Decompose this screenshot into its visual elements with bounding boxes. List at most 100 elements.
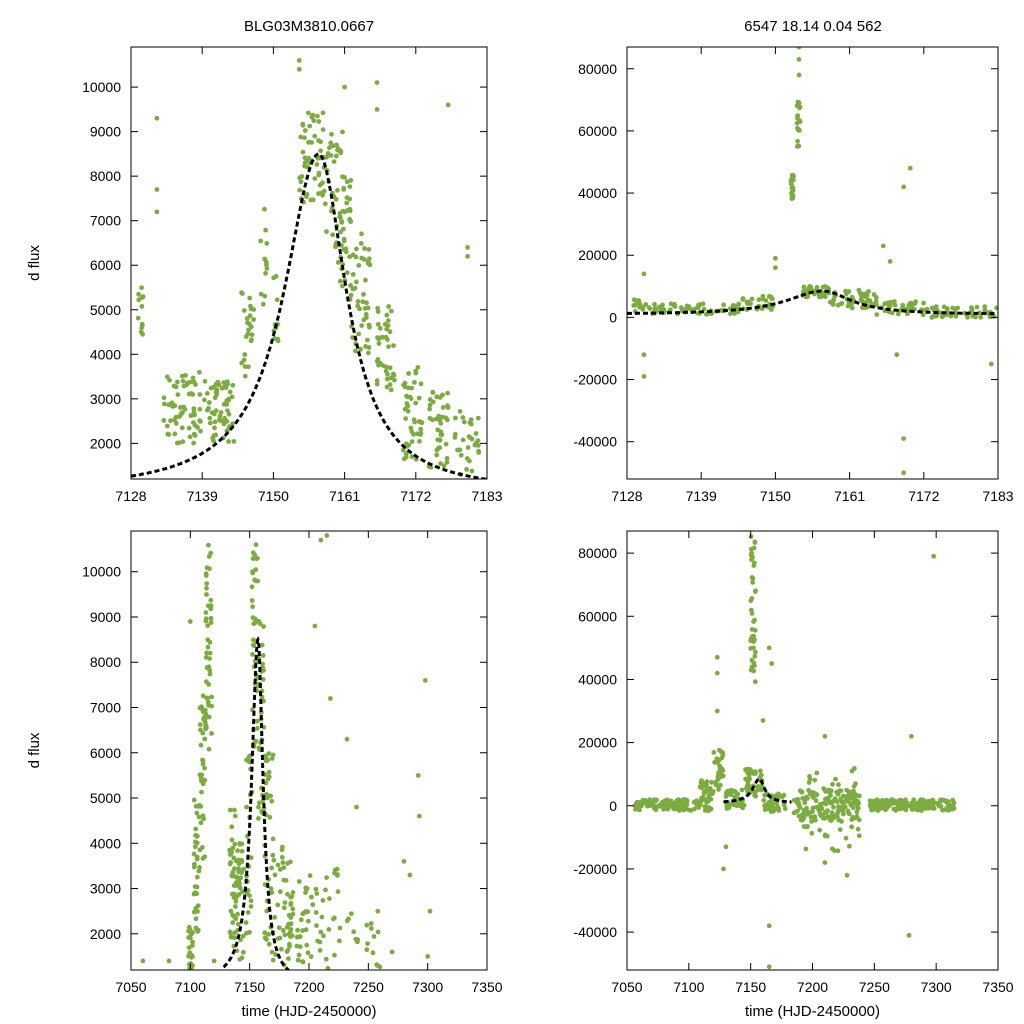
data-point — [310, 112, 316, 118]
data-point — [316, 119, 322, 124]
data-point — [893, 808, 899, 813]
x-tick-label: 7183 — [982, 488, 1013, 504]
data-point — [197, 865, 202, 870]
data-point — [974, 304, 980, 310]
data-point — [317, 948, 323, 953]
data-point — [818, 804, 824, 809]
data-point — [192, 884, 198, 890]
data-point — [672, 301, 677, 307]
data-point — [237, 881, 242, 886]
data-point — [247, 313, 253, 319]
data-point — [427, 406, 432, 412]
data-point — [749, 611, 755, 616]
data-point — [413, 400, 419, 406]
y-tick-label: 6000 — [90, 257, 121, 273]
data-point — [242, 373, 248, 379]
y-tick-label: 3000 — [90, 391, 121, 407]
data-point — [197, 369, 202, 375]
data-point — [231, 439, 237, 444]
data-point — [267, 814, 273, 820]
x-tick-label: 7350 — [471, 979, 502, 995]
data-point — [270, 852, 276, 858]
data-point — [180, 378, 186, 384]
data-point — [280, 928, 286, 933]
data-point — [193, 803, 199, 809]
data-point — [387, 365, 393, 371]
data-point — [172, 431, 178, 437]
data-point — [358, 346, 363, 352]
y-tick-label: 40000 — [578, 185, 617, 201]
data-point — [468, 417, 474, 422]
y-tick-label: 80000 — [578, 545, 617, 561]
data-point — [277, 889, 283, 895]
data-point — [475, 443, 481, 448]
data-point — [198, 742, 204, 748]
panel-top-left: 7128 7139 7150 7161 7172 7183 2000 3000 4000 5000… — [26, 46, 503, 504]
panel-top-right: 7128 7139 7150 7161 7172 7183 -40000 -20000 0 200… — [573, 46, 1014, 504]
data-point — [208, 597, 214, 603]
data-point — [839, 819, 844, 824]
data-point — [222, 384, 228, 390]
data-point — [340, 283, 345, 289]
data-point — [360, 299, 366, 305]
data-point — [837, 827, 843, 832]
data-point — [409, 429, 415, 434]
data-point — [465, 445, 471, 450]
data-point — [264, 262, 269, 268]
data-point — [790, 185, 796, 191]
data-point — [766, 645, 772, 651]
data-point — [202, 736, 208, 742]
data-point — [460, 437, 466, 443]
data-point — [191, 909, 197, 915]
data-point — [821, 786, 827, 791]
data-point — [751, 770, 756, 776]
data-point — [409, 385, 414, 391]
data-point — [315, 155, 321, 161]
data-point — [275, 862, 281, 868]
data-point — [204, 695, 210, 701]
data-point — [207, 420, 213, 426]
data-point — [880, 243, 886, 249]
data-point — [744, 299, 750, 305]
data-point — [175, 379, 180, 385]
data-point — [760, 718, 766, 723]
data-point — [901, 436, 906, 441]
data-point — [248, 898, 254, 904]
data-point — [418, 426, 424, 432]
data-point — [413, 368, 419, 374]
data-point — [752, 679, 758, 685]
data-point — [796, 143, 802, 149]
data-point — [982, 307, 988, 313]
y-tick-label: 4000 — [90, 346, 121, 362]
data-point — [732, 794, 737, 800]
data-point — [172, 403, 178, 409]
data-point — [304, 886, 310, 891]
data-point — [781, 802, 787, 808]
data-point — [739, 787, 745, 793]
data-point — [425, 954, 431, 959]
data-point — [139, 285, 145, 291]
data-point — [188, 413, 194, 418]
data-point — [994, 305, 998, 311]
x-tick-label: 7350 — [982, 979, 1013, 995]
data-point — [136, 297, 142, 303]
data-point — [250, 604, 256, 610]
data-point — [455, 447, 460, 453]
data-point — [949, 804, 955, 810]
data-point — [193, 839, 198, 845]
data-point — [804, 796, 810, 801]
data-point — [721, 302, 726, 308]
data-point — [279, 847, 285, 853]
data-point — [371, 934, 377, 939]
data-point — [239, 360, 245, 366]
data-point — [900, 799, 906, 805]
data-point — [207, 656, 213, 661]
data-point — [374, 381, 380, 387]
data-point — [877, 805, 883, 811]
data-point — [700, 794, 706, 800]
data-point — [255, 726, 260, 731]
data-point — [799, 789, 805, 795]
data-point — [753, 649, 758, 655]
data-point — [204, 391, 210, 396]
